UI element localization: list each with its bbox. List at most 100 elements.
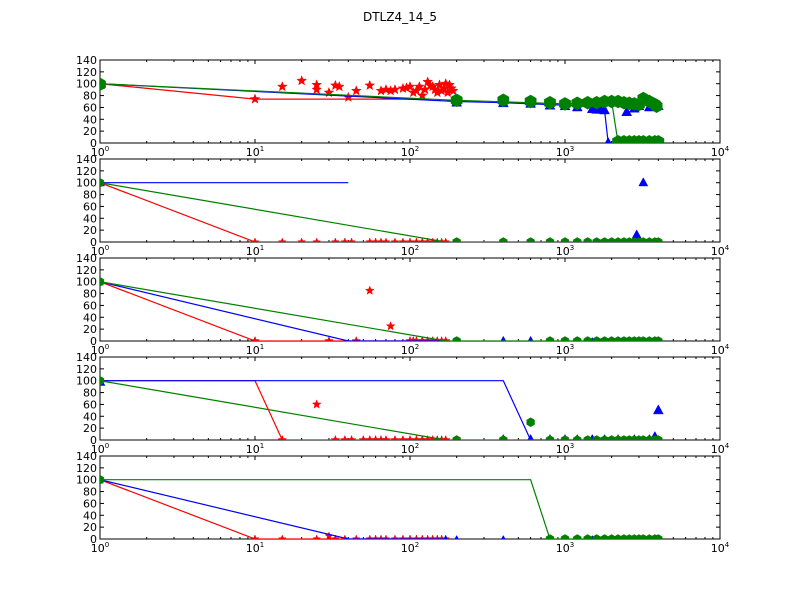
data-point-hexagon — [497, 93, 510, 108]
data-point-hexagon — [573, 534, 582, 539]
x-tick-base: 10 — [556, 443, 570, 456]
x-tick-base: 10 — [91, 146, 105, 159]
data-point-hexagon — [452, 237, 461, 242]
series-green — [100, 474, 663, 539]
data-point-hexagon — [654, 435, 663, 440]
x-tick-base: 10 — [711, 245, 725, 258]
data-point-star — [346, 434, 357, 440]
y-tick-label: 60 — [83, 200, 97, 213]
data-point-triangle — [604, 136, 612, 143]
data-point-hexagon — [583, 435, 592, 440]
x-tick-label: 103 — [556, 541, 574, 555]
data-point-star — [296, 75, 308, 86]
data-point-star — [364, 285, 375, 295]
y-tick-label: 40 — [83, 410, 97, 423]
data-point-hexagon — [100, 276, 105, 287]
y-tick-label: 120 — [76, 165, 97, 178]
series-line-red — [100, 182, 446, 242]
data-point-hexagon — [100, 474, 105, 485]
y-tick-label: 100 — [76, 276, 97, 289]
series-line-blue — [100, 380, 659, 440]
data-point-hexagon — [592, 534, 601, 539]
x-tick-base: 10 — [91, 344, 105, 357]
data-point-star — [350, 85, 362, 96]
y-tick-label: 40 — [83, 509, 97, 522]
data-point-star — [311, 83, 323, 95]
y-tick-label: 60 — [83, 398, 97, 411]
data-point-star — [312, 237, 322, 242]
series-line-green — [100, 182, 659, 242]
data-point-star — [330, 237, 340, 242]
x-tick-label: 102 — [401, 343, 419, 357]
y-tick-label: 120 — [76, 363, 97, 376]
data-point-hexagon — [654, 534, 663, 539]
data-point-hexagon — [452, 435, 461, 440]
series-line-green — [100, 479, 659, 539]
series-green — [100, 276, 663, 341]
y-tick-label: 120 — [76, 66, 97, 79]
series-line-blue — [100, 281, 446, 341]
y-tick-label: 20 — [83, 422, 97, 435]
data-point-star — [416, 89, 428, 101]
data-point-star — [311, 79, 323, 90]
x-tick-exponent: 4 — [725, 145, 730, 153]
data-point-hexagon — [545, 336, 555, 341]
y-tick-label: 100 — [76, 177, 97, 190]
plot-frame — [99, 356, 721, 441]
x-tick-exponent: 4 — [725, 244, 730, 252]
data-point-hexagon — [499, 435, 508, 440]
y-tick-label: 140 — [76, 252, 97, 265]
y-tick-label: 80 — [83, 90, 97, 103]
data-point-star — [404, 80, 416, 92]
series-line-red — [100, 281, 446, 341]
data-point-star — [312, 534, 322, 539]
x-tick-exponent: 1 — [260, 145, 264, 153]
y-tick-label: 0 — [90, 236, 97, 249]
series-line-red — [100, 479, 446, 539]
x-tick-base: 10 — [91, 542, 105, 555]
data-point-star — [440, 335, 451, 341]
x-tick-base: 10 — [711, 542, 725, 555]
data-point-triangle — [621, 106, 633, 116]
x-tick-exponent: 4 — [725, 442, 730, 450]
x-tick-exponent: 0 — [105, 541, 109, 549]
y-tick-label: 80 — [83, 387, 97, 400]
series-blue — [100, 177, 649, 239]
x-tick-base: 10 — [556, 542, 570, 555]
data-point-star — [381, 434, 391, 440]
data-point-triangle — [631, 229, 642, 239]
x-tick-label: 101 — [246, 343, 264, 357]
data-point-star — [351, 335, 362, 341]
x-tick-label: 100 — [91, 244, 109, 258]
y-tick-label: 0 — [90, 137, 97, 150]
x-tick-label: 103 — [556, 244, 574, 258]
series-red — [100, 75, 459, 104]
y-tick-label: 20 — [83, 224, 97, 237]
data-point-star — [381, 237, 391, 242]
data-point-hexagon — [526, 417, 535, 427]
x-tick-base: 10 — [711, 146, 725, 159]
data-point-hexagon — [654, 336, 663, 341]
data-point-star — [333, 80, 345, 92]
x-tick-exponent: 1 — [260, 442, 264, 450]
y-tick-label: 120 — [76, 264, 97, 277]
data-point-star — [447, 85, 459, 96]
figure-title: DTLZ4_14_5 — [363, 10, 437, 24]
data-point-triangle — [527, 335, 534, 341]
x-tick-label: 102 — [401, 244, 419, 258]
series-green — [100, 375, 663, 440]
data-point-hexagon — [450, 93, 463, 108]
x-tick-base: 10 — [91, 245, 105, 258]
y-tick-label: 120 — [76, 462, 97, 475]
x-tick-base: 10 — [401, 344, 415, 357]
x-tick-exponent: 3 — [570, 541, 574, 549]
x-tick-base: 10 — [401, 542, 415, 555]
data-point-star — [277, 434, 288, 440]
y-tick-label: 60 — [83, 497, 97, 510]
data-point-hexagon — [100, 177, 105, 188]
x-tick-exponent: 1 — [260, 541, 264, 549]
data-point-star — [347, 237, 357, 242]
